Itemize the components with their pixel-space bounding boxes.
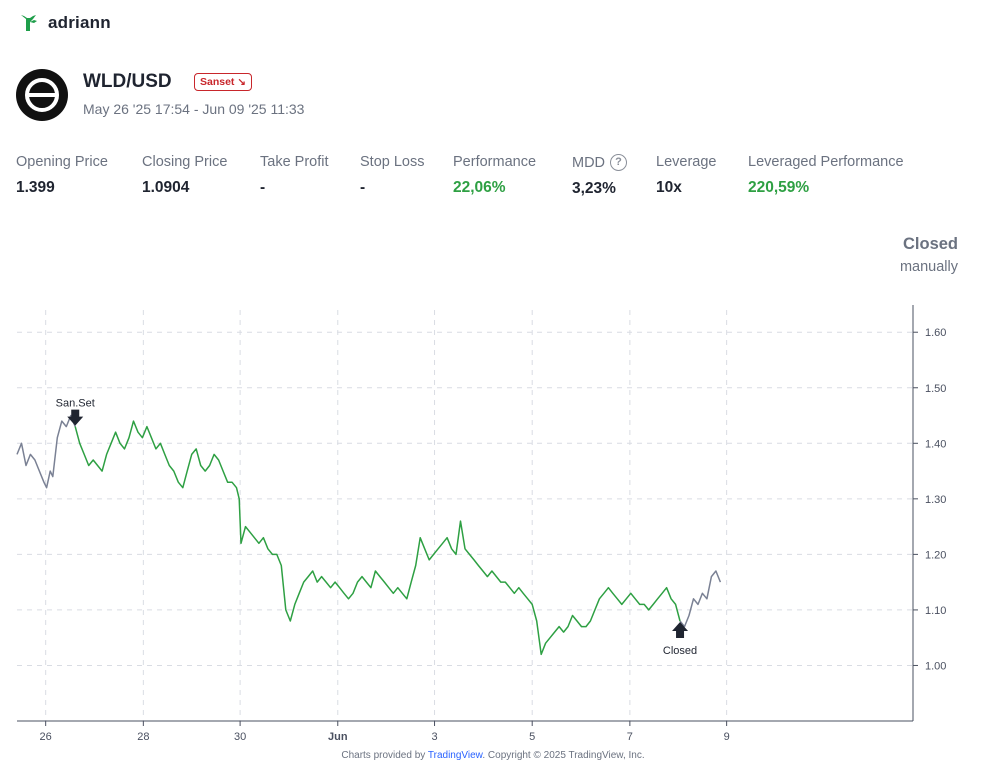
metric-stop-loss: Stop Loss - [360,154,425,197]
arrow-down-right-icon: ↘ [237,76,246,88]
chart-attribution: Charts provided by TradingView. Copyrigh… [0,750,986,761]
y-tick-label: 1.10 [925,605,946,617]
trade-status: Closed manually [900,235,958,275]
worldcoin-icon [16,69,68,121]
price-chart[interactable]: 1.00 1.10 1.20 1.30 1.40 1.50 1.60 26 28 30 Jun 3 5 7… [0,290,986,767]
x-tick-label: 30 [234,731,246,743]
x-tick-label: 28 [137,731,149,743]
metric-value: 1.0904 [142,179,190,196]
metric-label: Closing Price [142,154,228,170]
y-tick-label: 1.30 [925,494,946,506]
metric-performance: Performance 22,06% [453,154,536,197]
price-series-line-1 [74,420,681,656]
metric-value: 3,23% [572,180,616,197]
x-tick-label: 7 [627,731,633,743]
bull-icon [21,15,37,31]
arrow-down-icon [67,409,84,426]
status-sub: manually [899,259,958,275]
metric-value: 22,06% [453,179,506,196]
x-tick-label: 5 [529,731,535,743]
metric-leverage: Leverage 10x [656,154,716,197]
marker-label: Closed [663,645,697,657]
metric-opening-price: Opening Price 1.399 [16,154,108,197]
x-tick-label: 26 [40,731,52,743]
x-tick-label: 9 [724,731,730,743]
brand[interactable]: adriann [18,12,111,34]
metric-leveraged-performance: Leveraged Performance 220,59% [748,154,904,197]
x-tick-label: 3 [431,731,437,743]
metric-value: 220,59% [748,179,810,196]
arrow-up-icon [672,622,689,639]
metric-label: Performance [453,154,537,170]
badge-label: Sanset [200,75,235,88]
x-tick-label: Jun [328,731,348,743]
brand-name: adriann [48,13,111,32]
y-tick-label: 1.00 [925,660,946,672]
metric-label: MDD ? [572,154,628,171]
metric-label: Opening Price [16,154,108,170]
attribution-prefix: Charts provided by [341,750,428,761]
metric-label: Leveraged Performance [748,154,904,170]
metric-value: - [260,179,266,196]
asset-pair: WLD/USD [83,71,172,92]
price-series-line-0 [16,414,76,489]
metric-closing-price: Closing Price 1.0904 [142,154,227,197]
metric-value: - [360,179,366,196]
metric-label-text: MDD [572,154,606,171]
metric-label: Stop Loss [360,154,425,170]
y-tick-label: 1.20 [925,549,946,561]
status-badge: Sanset ↘ [194,73,252,91]
price-series-line-2 [679,570,722,628]
date-range: May 26 '25 17:54 - Jun 09 '25 11:33 [83,101,305,117]
help-icon[interactable]: ? [610,154,628,171]
tradingview-link[interactable]: TradingView [427,750,483,761]
status-main: Closed [902,235,958,253]
attribution-suffix: . Copyright © 2025 TradingView, Inc. [482,750,645,761]
metric-value: 10x [656,179,682,196]
metric-label: Leverage [656,154,717,170]
metric-value: 1.399 [16,179,55,196]
metric-mdd: MDD ? 3,23% [572,154,628,198]
metric-take-profit: Take Profit - [260,154,329,197]
marker-label: San.Set [56,398,95,410]
metric-label: Take Profit [260,154,329,170]
y-tick-label: 1.40 [925,438,946,450]
y-tick-label: 1.60 [925,327,946,339]
y-tick-label: 1.50 [925,383,946,395]
